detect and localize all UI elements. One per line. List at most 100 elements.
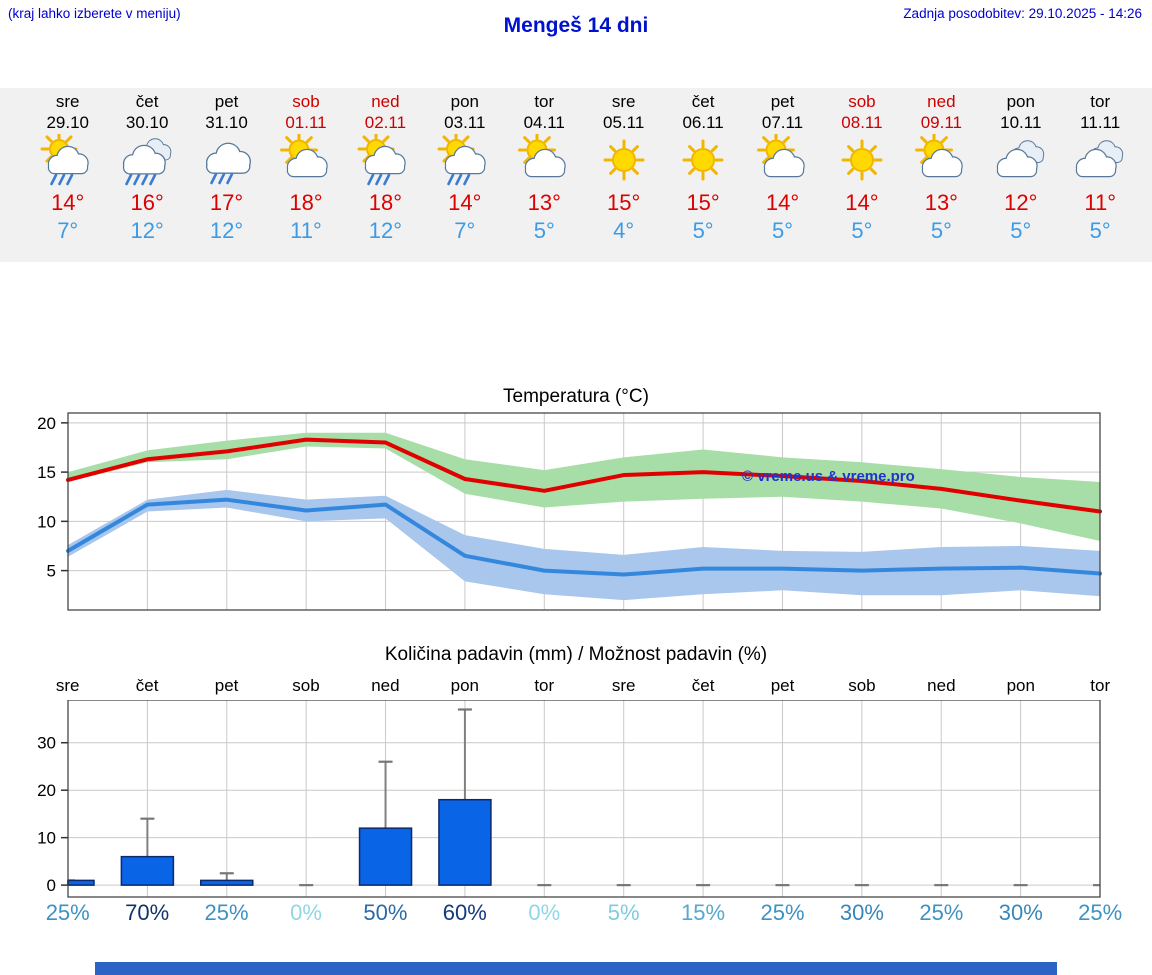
day-name: pet (770, 92, 795, 111)
day-column[interactable]: sob 01.11 18° 11° (266, 88, 345, 262)
sun-cloud-rain-icon (425, 130, 504, 188)
precip-probability: 0% (528, 900, 561, 925)
day-min-temp: 12° (368, 218, 403, 243)
precip-day-label: ned (927, 676, 956, 695)
day-date: 11.11 (1080, 113, 1121, 132)
sun-cloud-rain-icon (346, 130, 425, 188)
day-name: sob (848, 92, 876, 111)
day-column[interactable]: sre 29.10 14° 7° (28, 88, 107, 262)
day-column[interactable]: pet 07.11 14° 5° (743, 88, 822, 262)
precip-day-label: ned (371, 676, 400, 695)
temperature-chart-title: Temperatura (°C) (503, 386, 649, 407)
precip-day-labels: sre čet pet sob ned pon tor sre čet pet sob ned pon t… (0, 676, 1152, 696)
day-column[interactable]: sre 05.11 15° 4° (584, 88, 663, 262)
day-name: pon (450, 92, 479, 111)
day-max-temp: 14° (765, 190, 800, 215)
svg-text:10: 10 (37, 829, 56, 848)
day-min-temp: 4° (613, 218, 635, 243)
day-date: 31.10 (205, 113, 248, 132)
day-column[interactable]: pon 03.11 14° 7° (425, 88, 504, 262)
day-date: 02.11 (364, 113, 407, 132)
cloud-icon (1060, 134, 1139, 188)
day-name: sre (55, 92, 80, 111)
precip-day-label: sob (848, 676, 876, 695)
precip-probability: 25% (204, 900, 249, 925)
day-name: čet (135, 92, 159, 111)
day-min-temp: 5° (851, 218, 873, 243)
day-min-temp: 5° (692, 218, 714, 243)
day-date: 30.10 (125, 113, 169, 132)
sun-icon (663, 134, 742, 188)
svg-text:10: 10 (37, 512, 56, 531)
precip-day-label: pon (1006, 676, 1035, 695)
precip-probability: 25% (45, 900, 90, 925)
day-date: 03.11 (444, 113, 486, 132)
day-column[interactable]: čet 06.11 15° 5° (663, 88, 742, 262)
sun-icon (822, 134, 901, 188)
day-max-temp: 15° (607, 190, 641, 215)
day-max-temp: 17° (209, 190, 244, 215)
svg-text:5: 5 (47, 562, 56, 581)
precip-probability: 30% (839, 900, 884, 925)
watermark-link[interactable]: © vreme.us & vreme.pro (742, 468, 915, 485)
day-name: pet (214, 92, 239, 111)
day-max-temp: 14° (448, 190, 482, 215)
svg-text:15: 15 (37, 463, 56, 482)
svg-text:0: 0 (47, 876, 56, 895)
page-title: Mengeš 14 dni (503, 14, 649, 37)
precip-probabilities: 25% 70% 25% 0% 50% 60% 0% 5% 15% 25% 30% 25% 30% 25% (0, 900, 1152, 926)
day-name: sre (611, 92, 636, 111)
day-max-temp: 14° (51, 190, 85, 215)
day-name: pon (1006, 92, 1035, 111)
day-max-temp: 18° (289, 190, 323, 215)
precip-day-label: čet (135, 676, 159, 695)
day-max-temp: 16° (130, 190, 164, 215)
temperature-chart: 5 10 15 20 (37, 412, 1102, 611)
day-max-temp: 14° (845, 190, 879, 215)
precip-probability: 60% (442, 900, 487, 925)
sun-cloud-icon (902, 131, 981, 188)
precipitation-chart-title: Količina padavin (mm) / Možnost padavin … (384, 644, 768, 665)
day-date: 29.10 (46, 113, 89, 132)
precip-probability: 5% (607, 900, 640, 925)
day-name: tor (534, 92, 555, 111)
precip-day-label: pet (770, 676, 795, 695)
day-min-temp: 5° (771, 218, 794, 243)
day-name: sob (292, 92, 320, 111)
cloud-rain-icon (187, 134, 266, 188)
day-column[interactable]: čet 30.10 16° 12° (107, 88, 186, 262)
day-date: 09.11 (920, 113, 962, 132)
precip-probability: 0% (290, 900, 322, 925)
day-column[interactable]: tor 04.11 13° 5° (505, 88, 584, 262)
day-min-temp: 7° (57, 218, 79, 243)
day-max-temp: 13° (527, 190, 561, 215)
day-date: 04.11 (523, 113, 565, 132)
day-date: 07.11 (761, 113, 804, 132)
menu-hint: (kraj lahko izberete v meniju) (8, 6, 181, 21)
day-date: 06.11 (682, 113, 724, 132)
cloud-heavy-rain-icon (107, 134, 186, 188)
sun-cloud-icon (505, 131, 584, 188)
precipitation-chart: 0 10 20 30 (37, 700, 1101, 898)
day-column[interactable]: ned 09.11 13° 5° (902, 88, 981, 262)
precip-probability: 25% (919, 900, 964, 925)
day-min-temp: 5° (1089, 218, 1111, 243)
cloud-icon (981, 134, 1060, 188)
precip-day-label: sob (292, 676, 320, 695)
day-column[interactable]: ned 02.11 18° 12° (346, 88, 425, 262)
precip-probability: 30% (998, 900, 1043, 925)
day-column[interactable]: sob 08.11 14° 5° (822, 88, 901, 262)
day-column[interactable]: tor 11.11 11° 5° (1060, 88, 1139, 262)
day-min-temp: 7° (454, 218, 476, 243)
precip-day-label: pet (214, 676, 239, 695)
day-min-temp: 12° (130, 218, 164, 243)
precip-day-label: tor (534, 676, 555, 695)
day-name: ned (371, 92, 400, 111)
day-column[interactable]: pet 31.10 17° 12° (187, 88, 266, 262)
day-column[interactable]: pon 10.11 12° 5° (981, 88, 1060, 262)
day-date: 05.11 (603, 113, 645, 132)
precip-probability: 25% (1078, 900, 1123, 925)
day-name: čet (691, 92, 715, 111)
precip-probability: 15% (681, 900, 726, 925)
